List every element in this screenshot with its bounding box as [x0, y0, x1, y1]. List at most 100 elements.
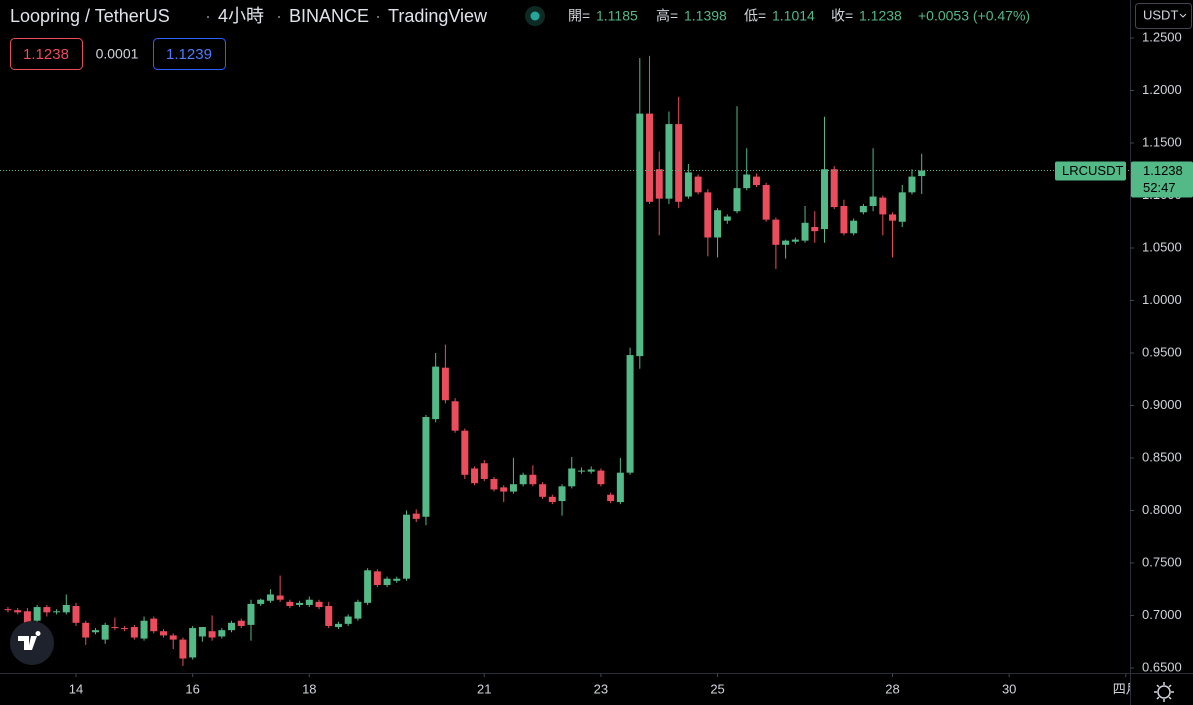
candle-body: [577, 470, 585, 472]
open-value: 1.1185: [596, 8, 638, 24]
x-tick-label: 28: [885, 681, 899, 696]
x-tick-label: 16: [185, 681, 199, 696]
candle-body: [334, 623, 342, 628]
high-label: 高=: [656, 8, 678, 24]
candle-body: [733, 188, 741, 212]
candle-body: [441, 367, 449, 401]
candle-body: [373, 571, 381, 586]
dropdown-arrow: [1179, 13, 1187, 18]
axes: 0.6500 0.7000 0.7500 0.8000 0.8500 0.9000 0.95…: [1055, 29, 1193, 674]
separator: ·: [205, 6, 211, 26]
candle-body: [529, 474, 537, 485]
candle-body: [879, 197, 887, 215]
candle-body: [820, 169, 828, 230]
candle-body: [762, 184, 770, 220]
candle-body: [791, 239, 799, 242]
exchange: BINANCE: [289, 6, 369, 26]
candle-body: [208, 631, 216, 638]
candle-body: [636, 113, 644, 357]
change: +0.0053 (+0.47%): [918, 8, 1030, 24]
y-tick-label: 0.9500: [1142, 344, 1182, 359]
candle-body: [159, 631, 167, 636]
candle-body: [198, 627, 206, 637]
candle-body: [869, 196, 877, 206]
candle-body: [801, 222, 809, 241]
price-tag: [1131, 161, 1193, 198]
candle-body: [403, 514, 411, 579]
currency-dropdown[interactable]: [1135, 3, 1192, 29]
candle-body: [558, 486, 566, 502]
candle-body: [752, 176, 760, 185]
candle-body: [111, 627, 119, 629]
candle-body: [82, 622, 90, 638]
spread: 0.0001: [96, 46, 139, 62]
candle-body: [169, 635, 177, 640]
symbol[interactable]: Loopring / TetherUS: [10, 6, 170, 26]
settings-button[interactable]: [1154, 682, 1174, 702]
candle-body: [189, 628, 197, 658]
close-value: 1.1238: [859, 8, 902, 24]
candle-body: [393, 578, 401, 581]
candle-body: [898, 192, 906, 222]
candle-body: [597, 470, 605, 485]
open-label: 開=: [568, 8, 590, 24]
candle-body: [684, 172, 692, 197]
candle-body: [383, 578, 391, 586]
candle-body: [859, 205, 867, 213]
x-tick-label: 四月: [1113, 681, 1139, 696]
logo-mark: [18, 631, 41, 650]
candle-body: [23, 611, 31, 624]
candle-body: [704, 192, 712, 238]
candle-body: [675, 124, 683, 202]
candle-body: [286, 601, 294, 607]
y-tick-label: 1.1500: [1142, 134, 1182, 149]
candle-body: [296, 602, 304, 605]
x-tick-label: 14: [69, 681, 83, 696]
interval[interactable]: 4小時: [218, 6, 264, 26]
candle-body: [908, 176, 916, 193]
candle-body: [626, 355, 634, 473]
candle-body: [276, 595, 284, 600]
candle-body: [480, 463, 488, 479]
candle-body: [587, 469, 595, 472]
candle-body: [130, 627, 138, 638]
plot-area: 14 16 18 21 23 25 28 30 四月: [0, 55, 1139, 696]
candle-body: [325, 606, 333, 626]
candle-body: [490, 478, 498, 490]
candle-body: [616, 472, 624, 503]
candle-body: [218, 630, 226, 637]
candle-body: [101, 624, 109, 640]
sell-button[interactable]: [10, 38, 83, 70]
x-tick-label: 25: [710, 681, 724, 696]
source: TradingView: [388, 6, 488, 26]
y-tick-label: 0.8500: [1142, 449, 1182, 464]
candle-body: [539, 484, 547, 497]
gear-teeth: [1154, 682, 1174, 702]
price-tag-label: 1.1238: [1143, 163, 1183, 178]
y-tick-label: 1.2500: [1142, 29, 1182, 44]
candle-body: [121, 628, 129, 630]
close-label: 收=: [831, 8, 853, 24]
candle-body: [257, 599, 265, 604]
candle-body: [266, 594, 274, 601]
candle-body: [62, 604, 70, 613]
symbol-tag-label: LRCUSDT: [1062, 163, 1123, 178]
candle-body: [918, 170, 926, 177]
y-tick-label: 0.7000: [1142, 607, 1182, 622]
buy-button[interactable]: [153, 38, 226, 70]
candle-body: [714, 210, 722, 238]
candle-body: [140, 620, 148, 639]
candle-body: [830, 169, 838, 208]
candle-body: [850, 220, 858, 234]
currency: USDT: [1143, 7, 1178, 22]
separator: ·: [276, 6, 282, 26]
y-tick-label: 1.0500: [1142, 239, 1182, 254]
candle-body: [451, 401, 459, 431]
high-value: 1.1398: [684, 8, 727, 24]
candle-body: [91, 630, 99, 633]
x-tick-label: 21: [477, 681, 491, 696]
candle-body: [461, 430, 469, 475]
countdown: 52:47: [1143, 180, 1176, 195]
candle-body: [723, 216, 731, 221]
